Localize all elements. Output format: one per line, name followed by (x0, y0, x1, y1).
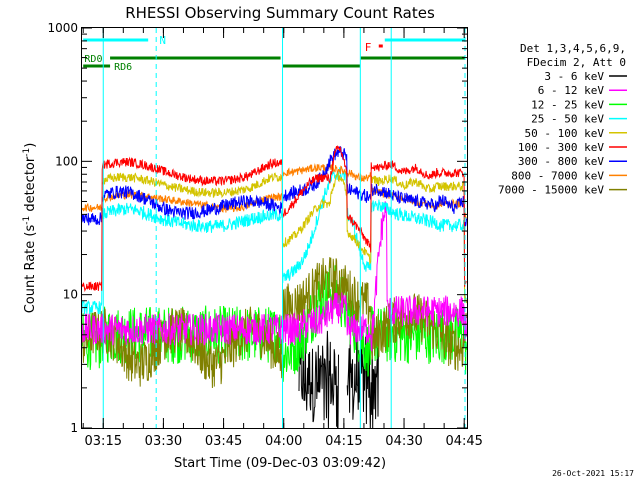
y-axis-label: Count Rate (s-1 detector-1) (22, 143, 38, 314)
legend-label: 25 - 50 keV (531, 113, 604, 126)
legend-label: 800 - 7000 keV (511, 169, 604, 182)
series-line-100-300-kev (82, 144, 467, 293)
x-tick-label: 03:30 (145, 434, 182, 449)
axes: 1 10 100 1000 03:15 03:30 03:45 04:00 04:15 04:30… (47, 21, 482, 449)
series-line-12-25-kev (82, 265, 467, 382)
y-label-part-2: detector (23, 156, 38, 216)
legend-label: 7000 - 15000 keV (498, 184, 604, 197)
y-tick-label: 1000 (47, 21, 78, 35)
x-tick-label: 04:00 (265, 434, 302, 449)
legend-header-1: Det 1,3,4,5,6,9, (520, 42, 626, 55)
y-tick-label: 10 (63, 288, 78, 302)
f-flag-label: F (365, 41, 372, 54)
y-tick-label: 1 (70, 421, 78, 435)
flags-group: N F RD0 RD6 (83, 28, 466, 428)
series-line-50-100-kev (101, 172, 467, 304)
legend-label: 6 - 12 keV (538, 84, 605, 97)
series-line-3-6-kev (298, 330, 379, 428)
plot-area: N F RD0 RD6 (82, 28, 467, 428)
y-label-part-1: Count Rate (s (23, 225, 38, 314)
series-line-6-12-kev (82, 201, 467, 352)
plot-frame (81, 27, 468, 429)
series-line-25-50-kev (82, 167, 467, 315)
legend: Det 1,3,4,5,6,9, FDecim 2, Att 0 3 - 6 k… (498, 42, 627, 197)
rd0-flag-label: RD0 (84, 54, 102, 65)
legend-header-2: FDecim 2, Att 0 (527, 56, 626, 69)
x-tick-label: 04:30 (385, 434, 422, 449)
rd6-flag-label: RD6 (114, 62, 132, 73)
legend-label: 300 - 800 keV (518, 155, 604, 168)
y-label-part-3: ) (23, 143, 38, 148)
x-tick-label: 03:45 (205, 434, 242, 449)
y-label-sup-1: -1 (22, 216, 32, 225)
x-tick-label: 04:15 (325, 434, 362, 449)
chart-title: RHESSI Observing Summary Count Rates (125, 4, 435, 22)
legend-label: 3 - 6 keV (544, 70, 604, 83)
series-group (82, 144, 467, 428)
series-line-300-800-kev (82, 145, 467, 227)
y-tick-label: 100 (55, 154, 78, 168)
legend-label: 50 - 100 keV (525, 127, 605, 140)
x-tick-label: 03:15 (85, 434, 122, 449)
legend-label: 100 - 300 keV (518, 141, 604, 154)
x-tick-label: 04:45 (445, 434, 482, 449)
y-label-sup-2: -1 (22, 148, 32, 157)
legend-label: 12 - 25 keV (531, 98, 604, 111)
n-flag-label: N (159, 34, 166, 47)
timestamp: 26-Oct-2021 15:17 (552, 469, 634, 478)
x-axis-label: Start Time (09-Dec-03 03:09:42) (174, 456, 386, 471)
